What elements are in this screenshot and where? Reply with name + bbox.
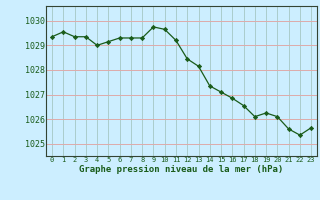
- X-axis label: Graphe pression niveau de la mer (hPa): Graphe pression niveau de la mer (hPa): [79, 165, 284, 174]
